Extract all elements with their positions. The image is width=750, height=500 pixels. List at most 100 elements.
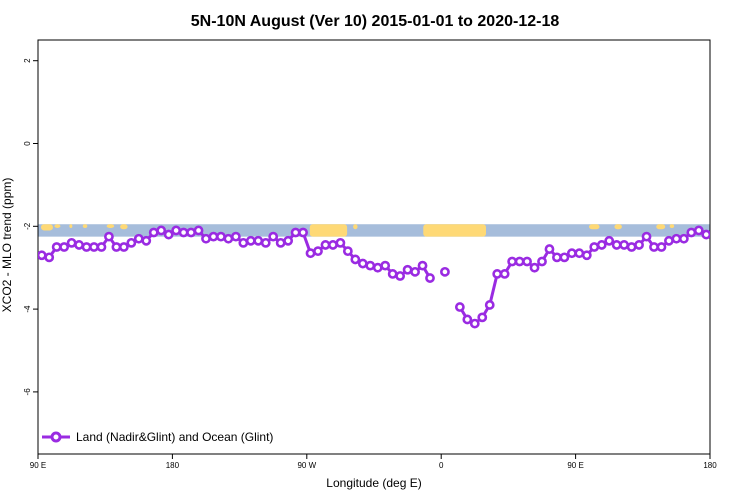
data-point — [596, 240, 607, 250]
data-point — [589, 242, 600, 252]
data-point — [656, 242, 667, 252]
data-point — [253, 235, 264, 246]
data-point — [484, 300, 495, 310]
data-point — [566, 248, 577, 259]
data-point — [223, 233, 234, 244]
data-point — [619, 240, 630, 250]
data-point — [66, 237, 77, 248]
data-point — [283, 235, 294, 246]
data-point — [544, 244, 555, 254]
data-point — [454, 302, 465, 312]
land-mass — [69, 224, 73, 228]
data-point — [328, 240, 338, 250]
plot-frame — [37, 39, 711, 455]
data-point — [51, 242, 62, 252]
data-point — [96, 242, 107, 252]
data-point — [104, 231, 114, 242]
y-axis-label: XCO2 - MLO trend (ppm) — [0, 178, 14, 313]
data-point — [290, 227, 301, 238]
data-point — [171, 225, 182, 236]
data-point — [499, 269, 510, 279]
data-point — [163, 229, 174, 240]
legend: Land (Nadir&Glint) and Ocean (Glint) — [42, 430, 273, 444]
y-axis: 2 0 -2 -4 -6 — [23, 58, 38, 396]
x-tick-label: 90 E — [30, 461, 46, 470]
data-point — [678, 233, 689, 244]
data-point — [462, 314, 473, 325]
data-point — [410, 266, 420, 277]
data-point — [425, 273, 435, 283]
data-point — [701, 229, 710, 240]
data-point — [335, 237, 346, 248]
land-mass — [589, 224, 600, 230]
data-point — [126, 237, 137, 248]
chart-title: 5N-10N August (Ver 10) 2015-01-01 to 202… — [191, 13, 560, 30]
data-point — [529, 262, 540, 273]
data-point — [230, 231, 241, 242]
x-tick-label: 180 — [703, 461, 717, 470]
data-point — [387, 269, 398, 279]
land-mass — [353, 224, 358, 230]
data-point — [380, 260, 391, 271]
data-point — [118, 242, 129, 252]
data-point — [268, 231, 279, 242]
data-point — [208, 231, 219, 242]
data-point — [492, 269, 503, 279]
land-mass — [656, 224, 666, 230]
data-point — [141, 235, 152, 246]
data-point — [186, 227, 196, 238]
x-axis: 90 E 180 90 W 0 90 E 180 — [30, 454, 717, 470]
land-mass — [40, 224, 53, 231]
land-mass — [669, 224, 675, 228]
data-point — [342, 246, 353, 257]
data-point — [193, 225, 204, 236]
data-point — [178, 227, 189, 238]
x-axis-label: Longitude (deg E) — [326, 476, 421, 490]
y-tick-label: 2 — [23, 58, 32, 63]
data-point — [313, 246, 323, 257]
data-point — [305, 248, 316, 259]
data-point — [395, 271, 406, 281]
ocean-band — [38, 224, 710, 237]
data-point — [111, 242, 122, 252]
map-strip — [38, 224, 710, 237]
data-point — [641, 231, 652, 242]
x-tick-label: 180 — [166, 461, 180, 470]
series-layer — [38, 225, 710, 329]
data-point — [440, 266, 450, 277]
data-point — [693, 225, 704, 236]
legend-marker — [50, 431, 62, 443]
data-point — [604, 235, 615, 246]
data-point — [522, 256, 532, 267]
data-point — [245, 235, 256, 246]
data-point — [574, 248, 585, 259]
data-point — [260, 237, 271, 248]
data-point — [320, 240, 331, 250]
land-mass — [106, 224, 115, 228]
data-point — [634, 240, 644, 250]
data-point — [559, 252, 570, 263]
data-point — [357, 258, 368, 269]
data-point — [671, 233, 682, 244]
data-point — [365, 260, 376, 271]
data-point — [298, 227, 308, 238]
land-mass — [120, 224, 128, 230]
data-point — [469, 318, 480, 329]
data-point — [89, 242, 99, 252]
data-point — [201, 233, 211, 244]
data-point — [649, 242, 659, 252]
data-point — [477, 312, 488, 323]
data-point — [350, 254, 361, 265]
data-point — [238, 237, 249, 248]
data-point — [626, 242, 637, 252]
y-tick-label: -2 — [23, 222, 32, 230]
data-point — [402, 264, 413, 275]
x-tick-label: 0 — [439, 461, 444, 470]
data-point — [507, 256, 518, 267]
data-point — [81, 242, 92, 252]
y-tick-label: -6 — [23, 388, 32, 396]
data-point — [148, 227, 159, 238]
y-tick-label: -4 — [23, 305, 32, 313]
data-point — [156, 225, 167, 236]
